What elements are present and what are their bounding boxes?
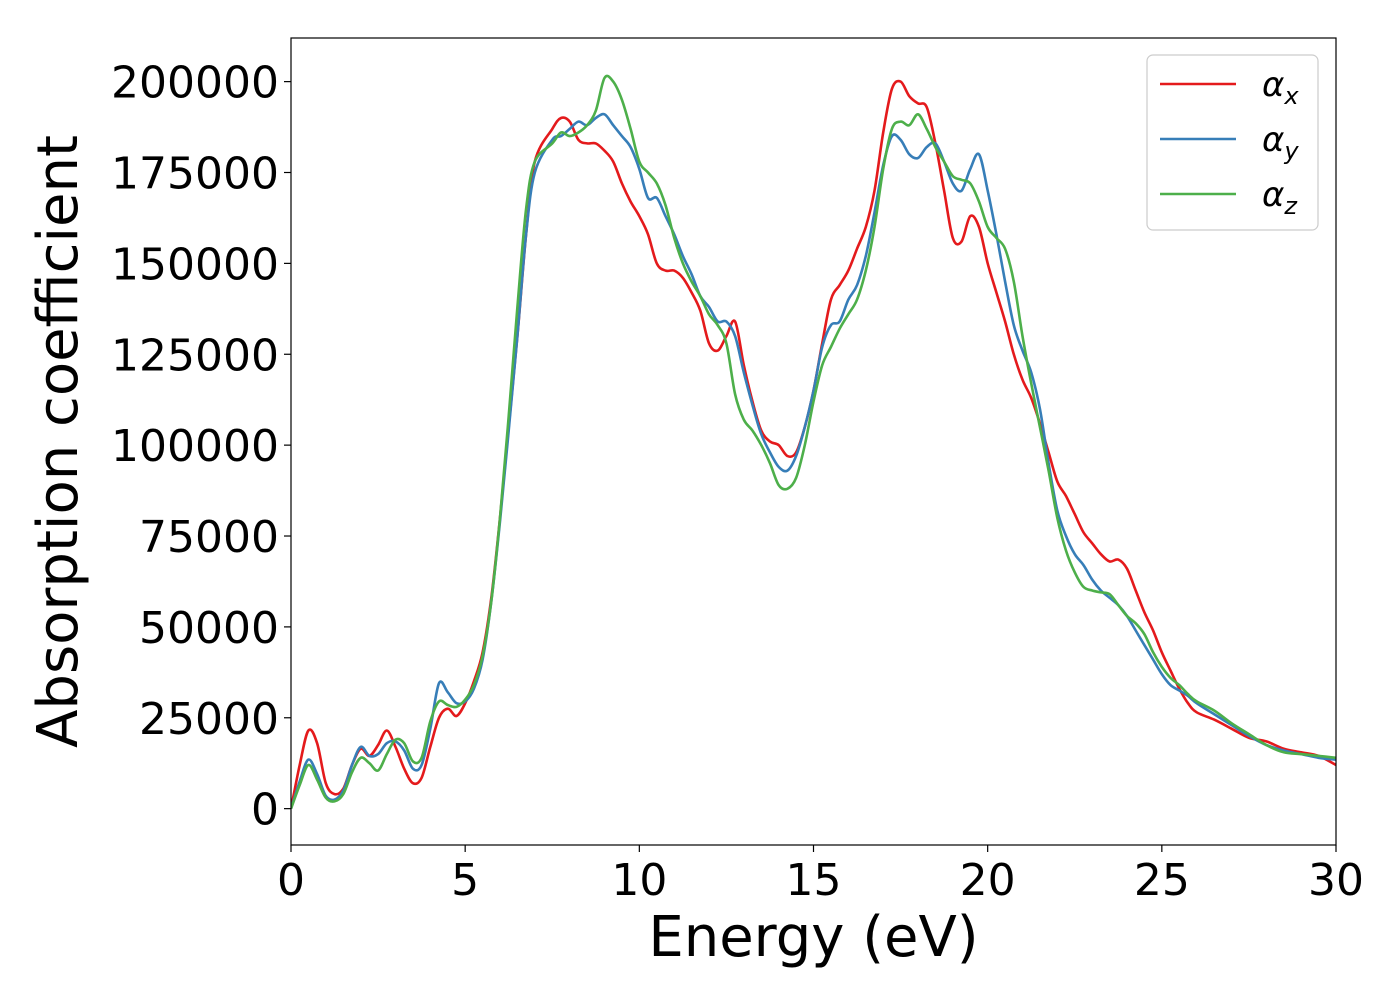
x-tick-label: 15 [786,855,842,906]
legend-box [1146,54,1319,231]
x-tick-label: 10 [611,855,667,906]
x-tick-label: 0 [277,855,305,906]
y-tick-label: 100000 [111,421,279,472]
y-tick-label: 200000 [111,58,279,109]
ticks-layer: 0 5 10 15 20 25 30 0 25000 50000 75000 100000 125000… [111,58,1364,906]
x-tick-label: 25 [1134,855,1190,906]
x-tick-label: 5 [451,855,479,906]
y-tick-label: 125000 [111,330,279,381]
x-tick-label: 30 [1308,855,1364,906]
y-tick-label: 25000 [139,694,279,745]
series-layer [291,74,1336,810]
legend: αx αy αz [1146,54,1319,231]
y-tick-label: 0 [251,785,279,836]
y-axis-title: Absorption coefficient [26,135,91,748]
x-axis-title: Energy (eV) [648,905,978,970]
legend-label-x: αx [1262,65,1299,110]
legend-label-y: αy [1262,120,1299,165]
y-tick-label: 175000 [111,149,279,200]
y-tick-label: 150000 [111,239,279,290]
series-line-z [291,74,1336,810]
y-tick-label: 50000 [139,603,279,654]
x-tick-label: 20 [960,855,1016,906]
series-line-x [291,79,1336,809]
y-tick-label: 75000 [139,512,279,563]
legend-label-z: αz [1262,175,1298,220]
plot-frame [290,37,1337,846]
